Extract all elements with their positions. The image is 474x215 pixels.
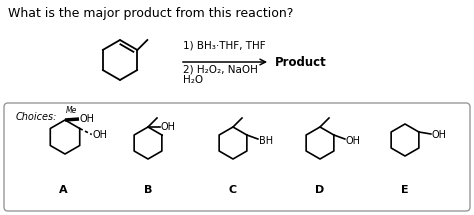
- Text: OH: OH: [432, 130, 447, 140]
- Text: 1) BH₃·THF, THF: 1) BH₃·THF, THF: [183, 40, 265, 50]
- Text: OH: OH: [93, 131, 108, 140]
- Text: H₂O: H₂O: [183, 75, 203, 85]
- Text: BH: BH: [259, 136, 273, 146]
- Text: C: C: [229, 185, 237, 195]
- Text: OH: OH: [346, 136, 361, 146]
- Text: What is the major product from this reaction?: What is the major product from this reac…: [8, 7, 293, 20]
- Text: E: E: [401, 185, 409, 195]
- Text: 2) H₂O₂, NaOH: 2) H₂O₂, NaOH: [183, 65, 258, 75]
- Text: D: D: [315, 185, 325, 195]
- Text: A: A: [59, 185, 67, 195]
- Text: OH: OH: [80, 114, 95, 124]
- Text: B: B: [144, 185, 152, 195]
- Text: OH: OH: [161, 122, 176, 132]
- Text: Me: Me: [66, 106, 77, 115]
- FancyBboxPatch shape: [4, 103, 470, 211]
- Text: Product: Product: [275, 55, 327, 69]
- Text: Choices:: Choices:: [16, 112, 57, 122]
